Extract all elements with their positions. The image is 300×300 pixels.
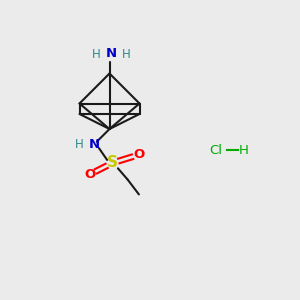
Text: H: H — [74, 138, 83, 151]
Text: H: H — [122, 48, 130, 61]
Text: H: H — [239, 143, 248, 157]
Text: N: N — [105, 47, 117, 60]
Text: H: H — [92, 48, 100, 61]
Text: S: S — [107, 155, 118, 170]
Text: Cl: Cl — [209, 143, 223, 157]
Text: N: N — [88, 138, 100, 151]
Text: O: O — [133, 148, 145, 161]
Text: O: O — [84, 168, 96, 181]
